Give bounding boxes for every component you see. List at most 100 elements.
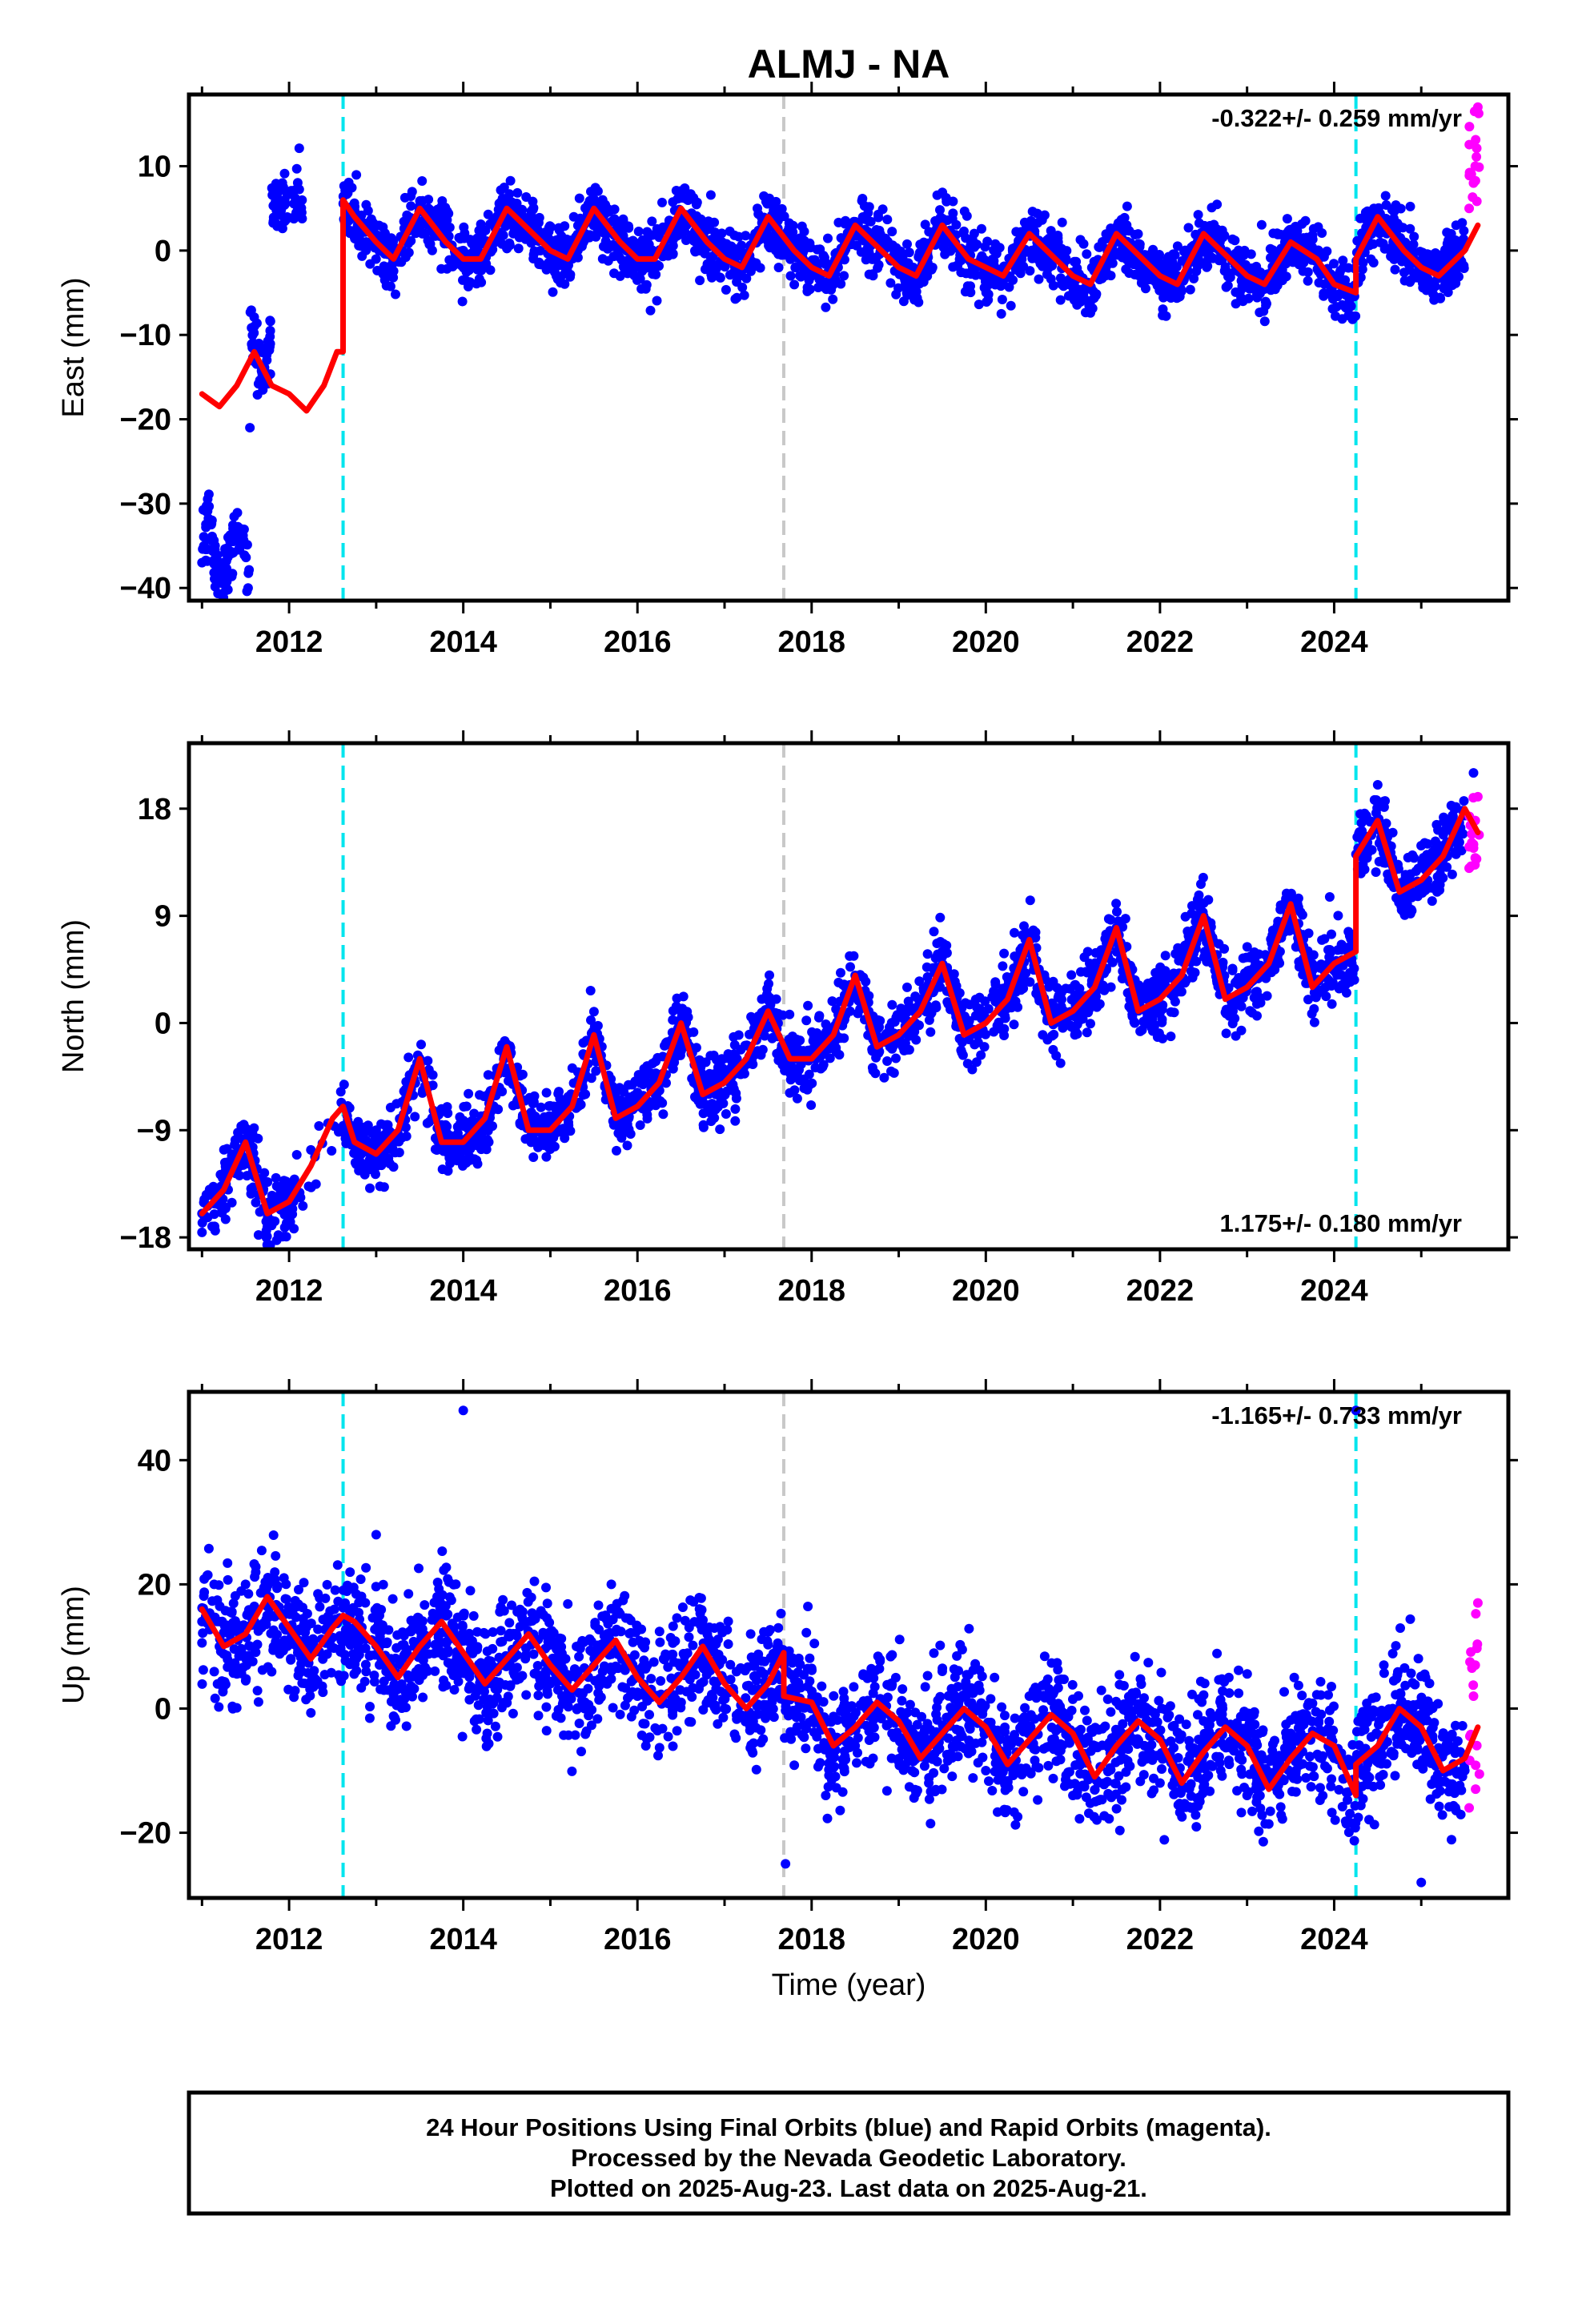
final-orbit-point <box>983 1003 994 1014</box>
rapid-orbit-point <box>1464 139 1475 150</box>
final-orbit-point <box>1191 266 1202 276</box>
final-orbit-point <box>938 187 948 198</box>
final-orbit-point <box>1327 304 1338 314</box>
final-orbit-point <box>534 257 544 267</box>
final-orbit-point <box>1017 254 1027 264</box>
final-orbit-point <box>982 297 992 307</box>
final-orbit-point <box>1046 226 1056 236</box>
final-orbit-point <box>633 227 644 236</box>
final-orbit-point <box>960 287 970 297</box>
final-orbit-point <box>1133 229 1143 239</box>
final-orbit-point <box>1332 970 1343 980</box>
final-orbit-point <box>294 143 304 154</box>
chart-title: ALMJ - NA <box>748 42 950 86</box>
final-orbit-point <box>773 263 784 272</box>
final-orbit-point <box>1076 967 1086 977</box>
final-orbit-point <box>1118 219 1129 229</box>
final-orbit-point <box>271 205 282 215</box>
final-orbit-point <box>823 233 833 243</box>
final-orbit-point <box>873 209 883 219</box>
final-orbit-point <box>1033 218 1043 228</box>
final-orbit-point <box>242 586 252 597</box>
final-orbit-point <box>223 549 234 560</box>
rapid-orbit-cloud <box>1464 107 1484 207</box>
final-orbit-point <box>1357 228 1367 239</box>
final-orbit-point <box>836 967 845 978</box>
final-orbit-point <box>677 1010 687 1020</box>
x-tick-label: 2012 <box>255 625 323 659</box>
final-orbit-point <box>685 189 696 199</box>
y-axis-label: East (mm) <box>57 277 90 417</box>
final-orbit-point <box>1078 239 1089 249</box>
final-orbit-point <box>1240 282 1251 292</box>
final-orbit-point <box>1097 273 1107 283</box>
final-orbit-point <box>755 263 765 273</box>
final-orbit-point <box>1443 249 1453 259</box>
final-orbit-point <box>1405 869 1415 879</box>
final-orbit-point <box>233 521 243 532</box>
final-orbit-point <box>1457 218 1468 228</box>
final-orbit-point <box>1338 255 1348 266</box>
final-orbit-point <box>1170 996 1180 1007</box>
final-orbit-point <box>499 183 509 192</box>
final-orbit-point <box>416 1039 426 1050</box>
final-orbit-point <box>417 195 428 206</box>
final-orbit-point <box>647 245 657 255</box>
final-orbit-point <box>1227 1019 1238 1029</box>
final-orbit-point <box>363 218 374 227</box>
final-orbit-point <box>926 1027 936 1037</box>
final-orbit-point <box>999 1031 1010 1040</box>
final-orbit-point <box>733 1030 744 1040</box>
final-orbit-point <box>1055 295 1066 305</box>
final-orbit-point <box>741 231 751 241</box>
final-orbit-point <box>797 243 807 253</box>
final-orbit-point <box>882 1056 893 1066</box>
final-orbit-point <box>753 203 762 214</box>
final-orbit-point <box>1166 1007 1176 1017</box>
final-orbit-point <box>1190 967 1200 978</box>
final-orbit-point <box>1317 228 1327 238</box>
final-orbit-point <box>375 1181 385 1192</box>
final-orbit-point <box>949 969 959 979</box>
final-orbit-point <box>536 1102 546 1112</box>
final-orbit-point <box>1397 256 1407 267</box>
final-orbit-point <box>236 533 247 542</box>
final-orbit-point <box>246 1184 256 1194</box>
final-orbit-point <box>541 1152 552 1162</box>
rapid-orbit-point <box>1464 122 1475 132</box>
final-orbit-point <box>291 1150 302 1160</box>
final-orbit-point <box>864 202 874 212</box>
final-orbit-point <box>442 1102 452 1112</box>
final-orbit-point <box>1027 207 1038 217</box>
y-tick-label: −10 <box>120 319 171 352</box>
final-orbit-point <box>210 554 219 565</box>
final-orbit-point <box>1156 279 1166 290</box>
final-orbit-point <box>554 1087 564 1097</box>
final-orbit-point <box>1066 970 1077 980</box>
final-orbit-point <box>263 336 273 346</box>
final-orbit-point <box>802 283 813 292</box>
final-orbit-point <box>845 962 855 972</box>
final-orbit-point <box>1307 959 1318 969</box>
final-orbit-point <box>1375 237 1386 247</box>
final-orbit-point <box>259 1168 270 1178</box>
final-orbit-point <box>797 221 807 231</box>
final-orbit-point <box>464 265 474 275</box>
final-orbit-point <box>249 312 259 322</box>
final-orbit-point <box>1371 867 1381 877</box>
final-orbit-point <box>706 1116 717 1127</box>
final-orbit-point <box>528 1152 539 1162</box>
final-orbit-point <box>464 1088 474 1099</box>
final-orbit-point <box>204 501 215 512</box>
final-orbit-point <box>938 939 949 949</box>
final-orbit-point <box>962 1059 973 1069</box>
final-orbit-point <box>886 1066 896 1076</box>
final-orbit-point <box>498 230 508 240</box>
final-orbit-point <box>505 175 516 186</box>
final-orbit-point <box>1341 987 1351 998</box>
final-orbit-point <box>588 1007 599 1017</box>
final-orbit-point <box>1050 235 1060 245</box>
final-orbit-point <box>235 1170 245 1180</box>
final-orbit-point <box>865 216 876 227</box>
